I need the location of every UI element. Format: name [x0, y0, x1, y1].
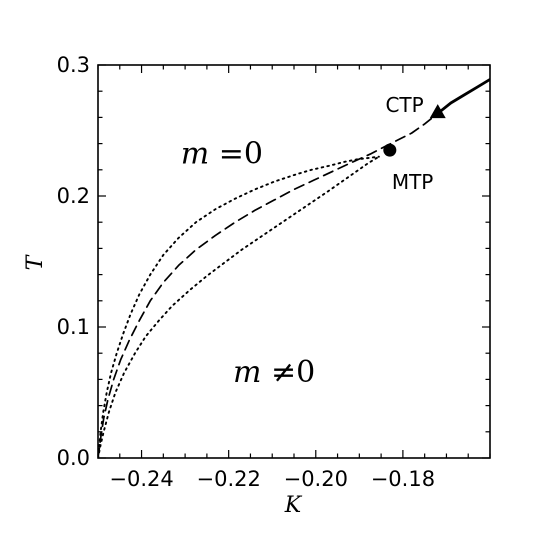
series-line-solid-4 [436, 78, 490, 115]
y-tick-label: 0.1 [57, 315, 90, 339]
tick-labels: −0.24 −0.22 −0.20 −0.18 0.0 0.1 0.2 0.3 [57, 53, 435, 491]
region-label-2: m ≠0 [233, 355, 315, 390]
point-label-mtp: MTP [392, 170, 434, 194]
point-marker-ctp [429, 104, 446, 119]
plot-area [98, 78, 490, 458]
y-axis-label: T [23, 253, 48, 270]
x-tick-label: −0.24 [109, 467, 173, 491]
series-line-dotted-1 [98, 155, 380, 458]
y-tick-label: 0.0 [57, 446, 90, 470]
y-tick-label: 0.3 [57, 53, 90, 77]
axis-ticks [97, 64, 491, 459]
series-line-dashed-3 [98, 112, 439, 458]
point-marker-mtp [383, 143, 397, 157]
point-label-ctp: CTP [385, 93, 423, 117]
x-tick-label: −0.20 [284, 467, 348, 491]
x-tick-label: −0.18 [371, 467, 435, 491]
plot-frame [97, 64, 491, 459]
series-line-dotted-2 [98, 155, 380, 458]
x-tick-label: −0.22 [196, 467, 260, 491]
y-tick-label: 0.2 [57, 184, 90, 208]
region-label-1: m =0 [181, 136, 263, 171]
x-axis-label: K [284, 493, 303, 518]
